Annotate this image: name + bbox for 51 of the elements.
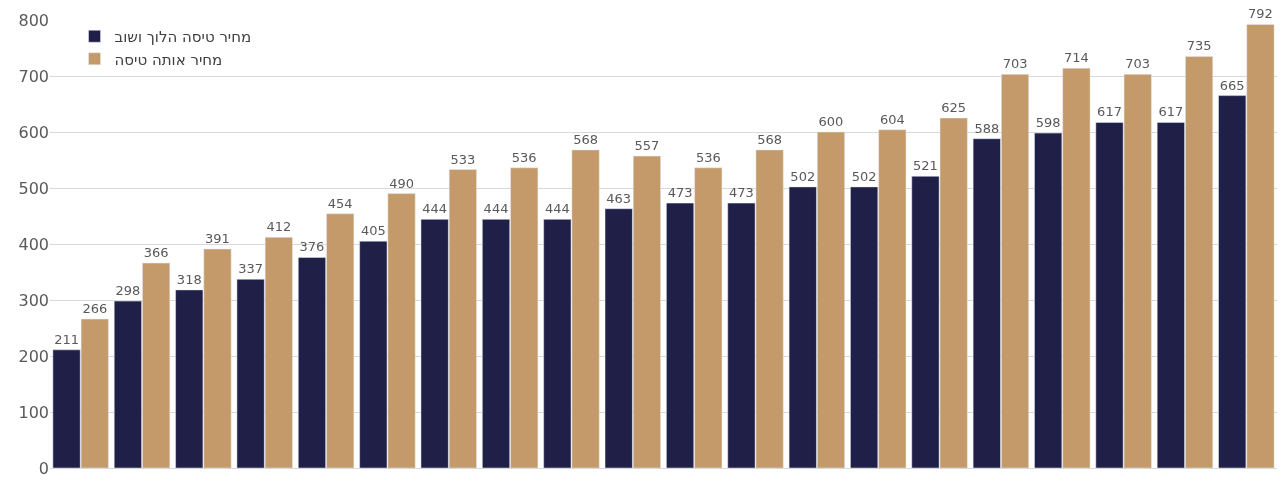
data-label: 444 (422, 201, 448, 217)
data-label: 665 (1219, 77, 1245, 93)
data-label: 298 (115, 283, 141, 299)
data-label: 598 (1035, 115, 1061, 131)
data-label: 473 (667, 185, 693, 201)
data-label: 463 (606, 190, 632, 206)
data-label: 568 (573, 131, 598, 147)
data-label: 490 (389, 175, 414, 191)
data-label: 568 (757, 131, 783, 147)
data-label: 604 (879, 111, 905, 127)
data-label: 557 (634, 138, 660, 154)
data-label: 536 (511, 149, 537, 165)
y-tick-label: 700 (18, 66, 49, 86)
data-label: 703 (1125, 56, 1151, 72)
data-label: 444 (483, 201, 509, 217)
y-tick-label: 600 (18, 122, 49, 142)
legend-label: מחיר אותה טיסה (114, 50, 223, 69)
data-label: 703 (1002, 56, 1028, 72)
data-label: 318 (176, 271, 202, 287)
data-label: 502 (851, 168, 877, 184)
data-label: 714 (1063, 50, 1089, 66)
y-tick-label: 400 (18, 234, 49, 254)
data-label: 454 (327, 195, 353, 211)
data-label: 266 (82, 301, 108, 317)
data-label: 617 (1158, 104, 1184, 120)
data-label: 444 (544, 201, 570, 217)
y-tick-label: 0 (38, 458, 49, 478)
data-label: 617 (1097, 104, 1122, 120)
data-label: 405 (360, 223, 386, 239)
data-label: 536 (695, 149, 721, 165)
y-tick-label: 200 (18, 346, 49, 366)
data-label: 376 (299, 239, 325, 255)
y-tick-label: 500 (18, 178, 49, 198)
data-label: 391 (205, 231, 230, 247)
data-label: 792 (1248, 6, 1273, 22)
y-tick-label: 100 (18, 402, 49, 422)
y-tick-label: 800 (18, 10, 49, 30)
data-label: 588 (974, 120, 1000, 136)
data-label: 600 (818, 114, 844, 129)
legend-label: מחיר טיסה הלוך ושוב (114, 28, 252, 47)
data-label: 735 (1186, 38, 1212, 54)
data-label: 521 (913, 158, 938, 174)
y-tick-label: 300 (18, 290, 49, 310)
data-label: 366 (143, 245, 169, 261)
data-label: 533 (450, 151, 476, 167)
data-label: 337 (238, 261, 264, 277)
data-label: 412 (266, 219, 292, 235)
data-label: 473 (729, 185, 754, 201)
data-label: 625 (941, 100, 967, 115)
data-label: 211 (54, 331, 79, 347)
data-label: 502 (790, 168, 816, 184)
